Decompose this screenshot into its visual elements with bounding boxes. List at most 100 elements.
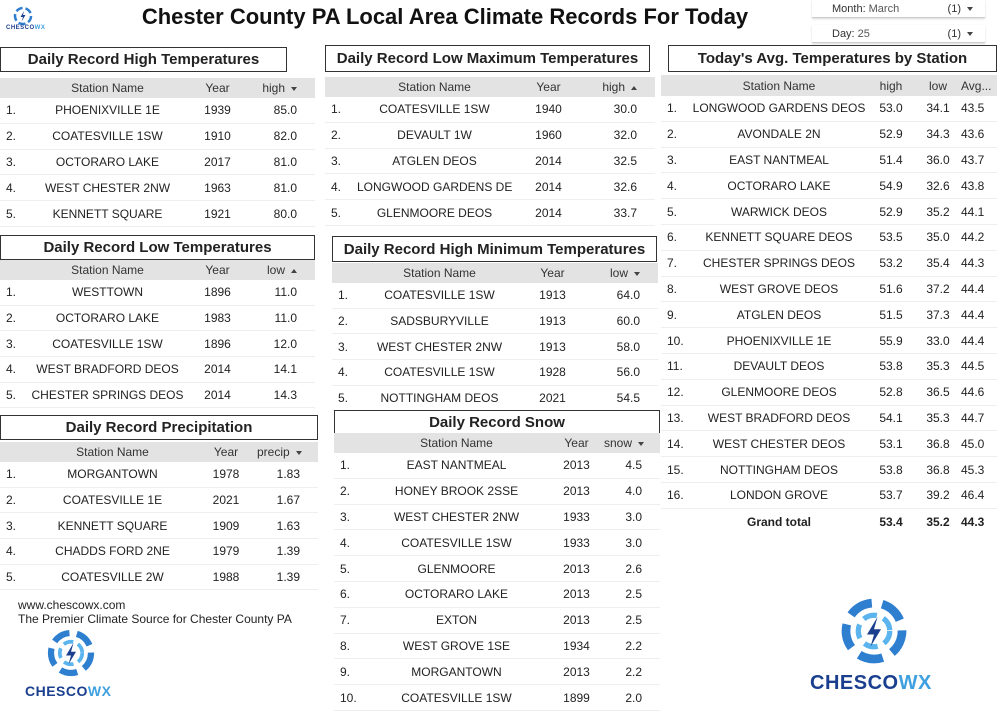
- table-cell: NOTTINGHAM DEOS: [380, 391, 499, 406]
- table-row: 3. ATGLEN DEOS 2014 32.5: [325, 149, 655, 175]
- table-row: 1. MORGANTOWN 1978 1.83: [0, 462, 318, 488]
- table-cell: 1.83: [276, 467, 300, 482]
- table-title: Today's Avg. Temperatures by Station: [668, 45, 997, 72]
- table-cell: LONDON GROVE: [729, 488, 828, 503]
- table-cell: LONGWOOD GARDENS DEOS: [692, 101, 866, 116]
- table-cell: COATESVILLE 2W: [61, 570, 164, 585]
- table-cell: 13.: [667, 410, 684, 425]
- table-cell: 64.0: [616, 288, 640, 303]
- table-cell: 4.: [6, 180, 17, 195]
- table-cell: 2014: [204, 388, 231, 403]
- table-cell: KENNETT SQUARE: [52, 206, 163, 221]
- table-cell: WEST GROVE 1SE: [402, 638, 511, 653]
- table-cell: WEST CHESTER DEOS: [712, 436, 846, 451]
- month-filter[interactable]: Month: March (1): [812, 0, 985, 18]
- table-cell: 35.3: [926, 359, 950, 374]
- table-cell: 34.1: [926, 101, 950, 116]
- table-cell: 35.2: [926, 204, 950, 219]
- table-cell: 2014: [204, 362, 231, 377]
- page-title: Chester County PA Local Area Climate Rec…: [141, 4, 749, 29]
- table-row: 9. MORGANTOWN 2013 2.2: [334, 659, 660, 686]
- table-row: 2. DEVAULT 1W 1960 32.0: [325, 123, 655, 149]
- sort-arrow[interactable]: [634, 271, 640, 276]
- table-cell: 5.: [667, 204, 678, 219]
- table-cell: 30.0: [613, 102, 637, 117]
- table-cell: 7.: [667, 256, 678, 271]
- table-cell: 2.: [6, 129, 17, 144]
- table-cell: 6.: [340, 587, 351, 602]
- table-cell: 2.2: [625, 664, 642, 679]
- table-cell: 52.9: [879, 127, 903, 142]
- filter-label: Month:: [832, 2, 866, 15]
- header-label: Year: [564, 436, 589, 450]
- table-cell: LONGWOOD GARDENS DEOS: [357, 179, 512, 194]
- header-label: high: [262, 81, 285, 95]
- table-cell: 45.3: [961, 462, 985, 477]
- header-label: low: [609, 266, 628, 280]
- table-cell: 3.: [667, 152, 678, 167]
- table-cell: COATESVILLE 1SW: [401, 535, 512, 550]
- table-cell: 35.4: [926, 256, 950, 271]
- header-label: high: [602, 80, 625, 94]
- header-cell: low: [250, 263, 315, 277]
- table-cell: MORGANTOWN: [67, 467, 158, 482]
- table-row: 5. NOTTINGHAM DEOS 2021 54.5: [332, 386, 658, 412]
- header-cell: Year: [517, 266, 588, 280]
- table-cell: OCTORARO LAKE: [727, 178, 831, 193]
- table-cell: 3.: [6, 154, 17, 169]
- table-cell: 44.4: [961, 333, 985, 348]
- table-cell: 34.3: [926, 127, 950, 142]
- sort-arrow[interactable]: [638, 441, 645, 446]
- table-cell: 43.8: [961, 178, 985, 193]
- table-cell: 45.0: [961, 436, 985, 451]
- table-cell: 3.: [340, 509, 351, 524]
- sort-arrow[interactable]: [291, 268, 297, 273]
- table-cell: 44.7: [961, 410, 985, 425]
- table-cell: 81.0: [273, 154, 297, 169]
- table-row: 5. GLENMOORE 2013 2.6: [334, 556, 660, 582]
- table-cell: WEST CHESTER 2NW: [393, 509, 520, 524]
- table-cell: 2013: [563, 664, 590, 679]
- table-cell: OCTORARO LAKE: [55, 154, 160, 169]
- table-cell: 10.: [667, 333, 684, 348]
- sort-arrow[interactable]: [295, 450, 302, 455]
- table-cell: 2.: [6, 493, 17, 508]
- table-row: 4. WEST CHESTER 2NW 1963 81.0: [0, 175, 315, 202]
- table-cell: 5.: [331, 205, 342, 220]
- table-cell: 5.: [340, 561, 351, 576]
- table-row: 4. COATESVILLE 1SW 1928 56.0: [332, 360, 658, 386]
- table-title: Daily Record High Minimum Temperatures: [332, 236, 657, 262]
- table-cell: 35.3: [926, 410, 950, 425]
- table-cell: 7.: [340, 613, 351, 628]
- table-cell: 44.4: [961, 281, 985, 296]
- header-label: Station Name: [71, 263, 144, 277]
- header-label: low: [266, 263, 285, 277]
- table-cell: 2.2: [625, 638, 642, 653]
- header-label: precip: [257, 445, 290, 459]
- day-filter[interactable]: Day: 25 (1): [812, 25, 985, 43]
- table-cell: 53.8: [879, 359, 903, 374]
- table-cell: 2014: [535, 153, 562, 168]
- table-cell: 3.0: [625, 535, 642, 550]
- table-cell: 1939: [204, 103, 231, 118]
- header-cell: Year: [185, 81, 250, 95]
- table-cell: 5.: [6, 388, 17, 403]
- table-cell: 2013: [563, 484, 590, 499]
- sort-arrow[interactable]: [291, 86, 297, 91]
- table-cell: 55.9: [879, 333, 903, 348]
- header-label: snow: [604, 436, 633, 450]
- table-row: 10. COATESVILLE 1SW 1899 2.0: [334, 685, 660, 711]
- table-cell: 11.: [667, 359, 683, 374]
- table-cell: 37.2: [926, 281, 950, 296]
- sort-arrow[interactable]: [631, 85, 637, 90]
- table-cell: 2.5: [625, 613, 642, 628]
- table-cell: COATESVILLE 1SW: [379, 102, 490, 117]
- table-cell: WEST CHESTER 2NW: [376, 339, 503, 354]
- dropdown-caret: [967, 6, 973, 11]
- table-cell: 39.2: [926, 488, 950, 503]
- dropdown-caret: [967, 31, 973, 36]
- table-row: 1. COATESVILLE 1SW 1940 30.0: [325, 97, 655, 123]
- filter-count: (1): [947, 2, 961, 15]
- table-cell: 4.: [338, 365, 349, 380]
- table-cell: 8.: [340, 638, 351, 653]
